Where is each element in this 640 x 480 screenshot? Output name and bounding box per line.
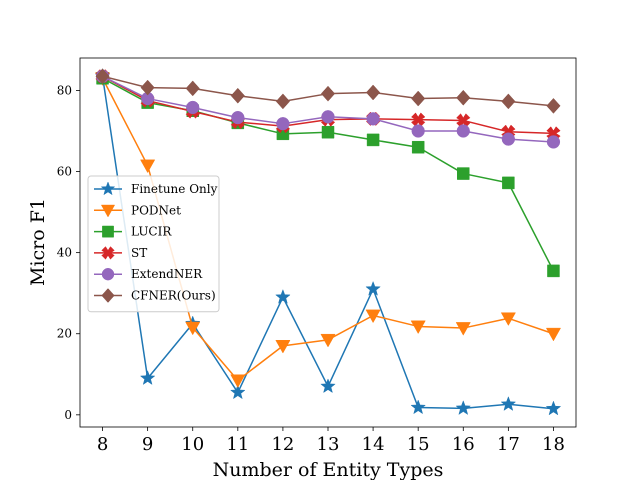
y-tick-label: 80 [57,83,72,97]
legend-marker-extendner [101,268,115,281]
y-tick-label: 20 [57,327,72,341]
data-point-finetune-only [140,370,156,385]
data-point-cfner-ours [546,98,561,114]
y-tick-label: 40 [57,246,72,260]
data-point-cfner-ours [321,85,335,102]
x-tick-label: 14 [362,434,385,455]
axis-ticks: 8 9 10 11 12 13 14 15 16 17 18 0 20 40 60 80 [57,83,565,455]
legend-marker-lucir [102,225,114,238]
data-point-cfner-ours [95,68,110,84]
data-point-finetune-only [275,289,291,304]
data-point-lucir [411,140,425,154]
legend-marker-podnet [101,204,115,218]
data-point-podnet [320,333,336,348]
legend-marker-finetune-only [101,181,115,195]
legend-item-cfner-ours: CFNER(Ours) [94,288,216,303]
x-tick-label: 10 [181,434,204,455]
data-point-podnet [365,309,381,323]
x-tick-label: 9 [142,434,153,455]
data-point-lucir [502,176,515,190]
series-group [95,68,561,416]
data-point-extendner [501,132,515,146]
data-point-finetune-only [546,401,561,416]
data-point-podnet [275,340,291,354]
y-axis-title: Micro F1 [27,198,49,286]
legend-label: ExtendNER [131,267,203,281]
data-point-extendner [366,112,380,126]
legend-label: PODNet [131,203,181,217]
x-tick-label: 18 [542,434,565,455]
legend-label: CFNER(Ours) [131,289,216,303]
data-point-podnet [410,320,426,334]
series-cfner-ours [95,68,561,114]
legend-label: ST [131,246,147,260]
data-point-podnet [546,327,561,342]
x-tick-label: 17 [497,434,520,455]
data-point-cfner-ours [185,80,200,97]
x-tick-label: 16 [452,434,475,455]
data-point-lucir [547,264,560,278]
legend-item-st: ST [94,246,147,260]
data-point-extendner [276,117,290,131]
data-point-cfner-ours [366,84,381,101]
x-tick-label: 12 [271,434,294,455]
data-point-extendner [456,124,470,138]
data-point-extendner [411,124,425,138]
data-point-lucir [321,125,335,139]
data-point-extendner [321,110,335,124]
data-point-podnet [500,312,516,326]
data-point-finetune-only [455,400,471,415]
data-point-podnet [230,374,246,388]
y-tick-label: 0 [64,408,72,422]
series-line-st [102,75,554,135]
data-point-lucir [366,133,380,147]
data-point-cfner-ours [230,87,245,104]
y-tick-label: 60 [57,165,72,179]
data-point-finetune-only [230,384,246,399]
legend-item-podnet: PODNet [94,203,181,217]
series-extendner [95,69,561,149]
data-point-lucir [457,167,470,180]
legend: Finetune Only PODNet LUCIR ST ExtendNER CFNER… [87,175,220,313]
legend-marker-st [101,246,115,260]
data-point-extendner [231,110,245,125]
data-point-podnet [140,159,156,173]
x-tick-label: 15 [407,434,430,455]
data-point-cfner-ours [140,79,155,96]
data-point-finetune-only [320,378,336,393]
legend-item-extendner: ExtendNER [94,267,203,281]
data-point-extendner [186,100,200,115]
data-point-cfner-ours [275,93,290,110]
x-tick-label: 11 [226,434,249,455]
x-axis-title: Number of Entity Types [213,459,444,480]
data-point-cfner-ours [501,93,516,110]
data-point-cfner-ours [411,90,426,107]
data-point-finetune-only [500,396,516,411]
data-point-finetune-only [410,399,426,414]
x-tick-label: 13 [317,434,340,455]
data-point-podnet [185,321,201,336]
legend-label: LUCIR [131,225,172,239]
legend-marker-cfner-ours [101,288,115,303]
legend-label: Finetune Only [131,182,218,196]
data-point-finetune-only [365,281,381,296]
data-point-cfner-ours [456,89,471,106]
data-point-extendner [546,135,561,149]
legend-item-finetune-only: Finetune Only [94,181,218,196]
data-point-podnet [455,322,471,336]
x-tick-label: 8 [97,434,108,455]
legend-item-lucir: LUCIR [94,225,172,239]
